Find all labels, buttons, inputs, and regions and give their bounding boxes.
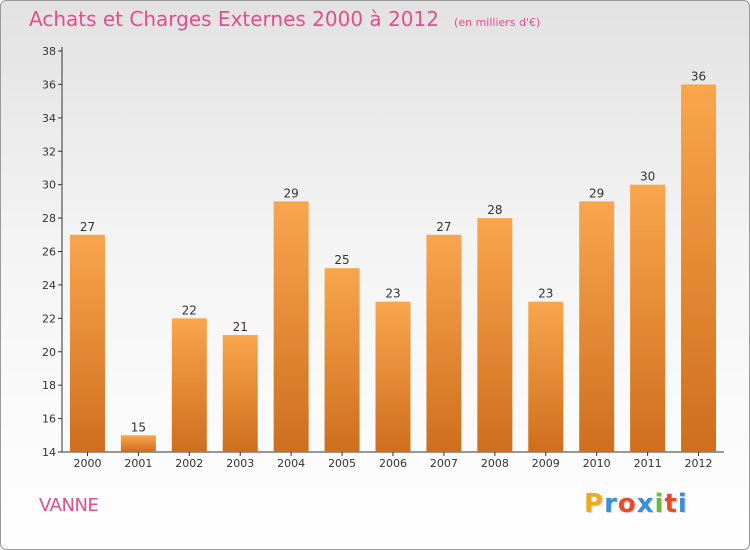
x-tick-label: 2000 [73,457,101,470]
bar-value-label: 27 [80,220,95,234]
bar-value-label: 25 [334,253,349,267]
logo-letter: i [654,489,665,519]
bar [630,184,666,452]
bar-value-label: 29 [284,186,299,200]
city-name: VANNE [39,495,99,516]
bar-value-label: 30 [640,170,655,184]
logo-letter: t [664,489,678,519]
y-tick-label: 34 [42,112,56,125]
logo-letter: i [677,489,688,519]
y-tick-label: 30 [42,179,56,192]
bar [69,234,105,452]
x-tick-label: 2001 [124,457,152,470]
x-tick-label: 2007 [430,457,458,470]
y-tick-label: 20 [42,346,56,359]
logo-letter: x [636,489,655,519]
chart-title: Achats et Charges Externes 2000 à 2012 (… [29,7,540,31]
y-tick-label: 16 [42,413,56,426]
bar [477,218,513,452]
bar-value-label: 29 [589,186,604,200]
proxiti-logo: Proxiti [584,489,688,519]
x-tick-label: 2008 [481,457,509,470]
y-tick-label: 22 [42,312,56,325]
bar-value-label: 15 [131,420,146,434]
bar [324,268,360,452]
logo-letter: P [584,489,605,519]
bar [222,335,258,452]
x-tick-label: 2004 [277,457,305,470]
bar-value-label: 27 [436,220,451,234]
logo-letter: r [604,489,618,519]
x-tick-label: 2011 [634,457,662,470]
y-tick-label: 32 [42,145,56,158]
x-tick-label: 2002 [175,457,203,470]
y-tick-label: 36 [42,78,56,91]
bar-value-label: 22 [182,303,197,317]
x-tick-label: 2009 [532,457,560,470]
bar [171,318,207,452]
x-tick-label: 2003 [226,457,254,470]
y-tick-label: 14 [42,446,56,459]
bar-value-label: 36 [691,69,706,83]
bar [579,201,615,452]
bar [681,84,717,453]
bar-value-label: 28 [487,203,502,217]
y-tick-label: 38 [42,45,56,58]
bar-value-label: 23 [538,287,553,301]
x-tick-label: 2006 [379,457,407,470]
bar [375,301,411,452]
bar [273,201,309,452]
chart-subtitle: (en milliers d'€) [454,16,541,29]
bar [120,435,156,452]
bar-value-label: 23 [385,287,400,301]
bar [528,301,564,452]
logo-letter: o [617,489,637,519]
y-tick-label: 28 [42,212,56,225]
y-tick-label: 26 [42,246,56,259]
x-tick-label: 2005 [328,457,356,470]
y-tick-label: 24 [42,279,56,292]
bar [426,234,462,452]
x-tick-label: 2012 [685,457,713,470]
chart-title-main: Achats et Charges Externes 2000 à 2012 [29,7,439,31]
bar-value-label: 21 [233,320,248,334]
y-tick-label: 18 [42,379,56,392]
x-tick-label: 2010 [583,457,611,470]
